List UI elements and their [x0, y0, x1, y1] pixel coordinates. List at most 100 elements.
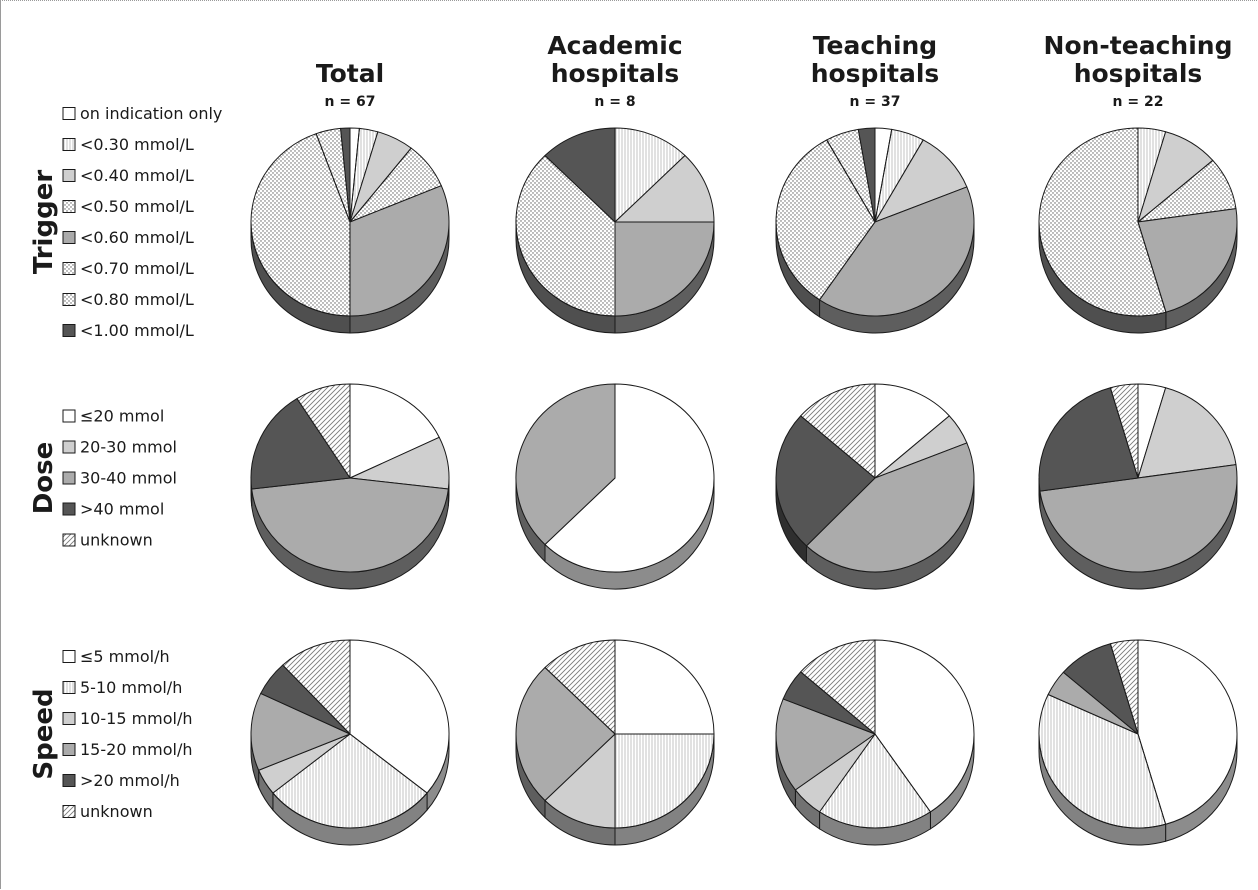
- legend-swatch: [62, 440, 76, 454]
- pie-dose-0: [250, 383, 450, 590]
- legend-swatch: [62, 107, 76, 120]
- legend-label: 15-20 mmol/h: [80, 740, 193, 759]
- legend-item: unknown: [62, 802, 153, 821]
- pie-slice: [614, 733, 715, 829]
- legend-item: 30-40 mmol: [62, 469, 177, 488]
- legend-item: 5-10 mmol/h: [62, 678, 182, 697]
- legend-swatch: [62, 712, 76, 725]
- legend-item: <0.70 mmol/L: [62, 259, 194, 278]
- legend-swatch: [62, 200, 76, 213]
- legend-item: 10-15 mmol/h: [62, 709, 193, 728]
- pie-slice: [1038, 127, 1167, 317]
- column-title: hospitals: [811, 59, 940, 88]
- pie-trigger-3: [1038, 127, 1238, 334]
- pie-trigger-1: [515, 127, 715, 334]
- legend-label: ≤5 mmol/h: [80, 647, 170, 666]
- pie-slice: [874, 139, 968, 223]
- legend-item: on indication only: [62, 104, 222, 123]
- pie-speed-1: [515, 639, 715, 846]
- legend-swatch: [62, 681, 76, 694]
- pie-slice: [544, 127, 616, 223]
- column-n-label: n = 8: [594, 94, 635, 110]
- pie-slice: [1038, 694, 1167, 829]
- column-title: Total: [316, 59, 384, 88]
- legend-label: unknown: [80, 802, 153, 821]
- pie-slice: [349, 383, 440, 479]
- pie-slice: [775, 415, 876, 547]
- pie-slice: [800, 639, 876, 735]
- legend-label: 30-40 mmol: [80, 469, 177, 488]
- row-label: Dose: [29, 442, 59, 515]
- legend-swatch: [62, 743, 76, 756]
- legend-label: on indication only: [80, 104, 222, 123]
- pie-slice: [805, 442, 975, 573]
- pie-slice: [819, 186, 975, 317]
- legend-swatch: [62, 533, 76, 547]
- pie-slice: [775, 139, 876, 301]
- pie-slice: [282, 639, 351, 735]
- column-title: hospitals: [1074, 59, 1203, 88]
- pie-slice: [614, 127, 686, 223]
- legend-item: <0.30 mmol/L: [62, 135, 194, 154]
- row-label: Speed: [29, 688, 59, 779]
- pie-slice: [1038, 387, 1139, 492]
- pie-slice: [819, 733, 931, 829]
- pie-slice: [349, 185, 450, 317]
- legend-label: <1.00 mmol/L: [80, 321, 194, 340]
- pie-slice: [250, 692, 351, 771]
- legend-item: >20 mmol/h: [62, 771, 180, 790]
- legend-item: <0.40 mmol/L: [62, 166, 194, 185]
- legend-label: <0.80 mmol/L: [80, 290, 194, 309]
- legend-label: ≤20 mmol: [80, 407, 164, 426]
- legend-swatch: [62, 293, 76, 306]
- pie-slice: [857, 127, 876, 223]
- legend-swatch: [62, 650, 76, 663]
- legend-swatch: [62, 262, 76, 275]
- legend-label: <0.50 mmol/L: [80, 197, 194, 216]
- pie-slice: [250, 398, 351, 490]
- legend-item: 20-30 mmol: [62, 438, 177, 457]
- column-title: hospitals: [551, 59, 680, 88]
- legend-label: 10-15 mmol/h: [80, 709, 193, 728]
- pie-slice: [1109, 639, 1139, 735]
- pie-speed-0: [250, 639, 450, 846]
- pie-slice: [800, 383, 876, 479]
- legend-swatch: [62, 805, 76, 818]
- pie-slice: [251, 477, 449, 573]
- pie-slice: [515, 667, 616, 801]
- pie-slice: [544, 639, 616, 735]
- legend-item: unknown: [62, 531, 153, 550]
- legend-swatch: [62, 471, 76, 485]
- legend-item: >40 mmol: [62, 500, 164, 519]
- legend-swatch: [62, 502, 76, 516]
- legend-swatch: [62, 324, 76, 337]
- pie-slice: [614, 221, 715, 317]
- pie-speed-3: [1038, 639, 1238, 846]
- pie-speed-2: [775, 639, 975, 846]
- legend-swatch: [62, 169, 76, 182]
- legend-item: <0.80 mmol/L: [62, 290, 194, 309]
- column-title: Non-teaching: [1044, 31, 1233, 60]
- legend-item: ≤20 mmol: [62, 407, 164, 426]
- pie-slice: [544, 383, 715, 573]
- legend-item: <0.50 mmol/L: [62, 197, 194, 216]
- legend-swatch: [62, 138, 76, 151]
- legend-item: 15-20 mmol/h: [62, 740, 193, 759]
- pie-slice: [874, 639, 975, 813]
- legend-label: >40 mmol: [80, 500, 164, 519]
- column-title: Teaching: [813, 31, 937, 60]
- legend-swatch: [62, 231, 76, 244]
- legend-label: <0.60 mmol/L: [80, 228, 194, 247]
- pie-trigger-0: [250, 127, 450, 334]
- pie-dose-1: [515, 383, 715, 590]
- pie-slice: [1137, 208, 1238, 313]
- legend-label: <0.30 mmol/L: [80, 135, 194, 154]
- pie-slice: [250, 133, 351, 317]
- legend-label: <0.40 mmol/L: [80, 166, 194, 185]
- column-n-label: n = 37: [850, 94, 901, 110]
- column-title: Academic: [547, 31, 682, 60]
- pie-slice: [614, 639, 715, 735]
- pie-slice: [296, 383, 351, 479]
